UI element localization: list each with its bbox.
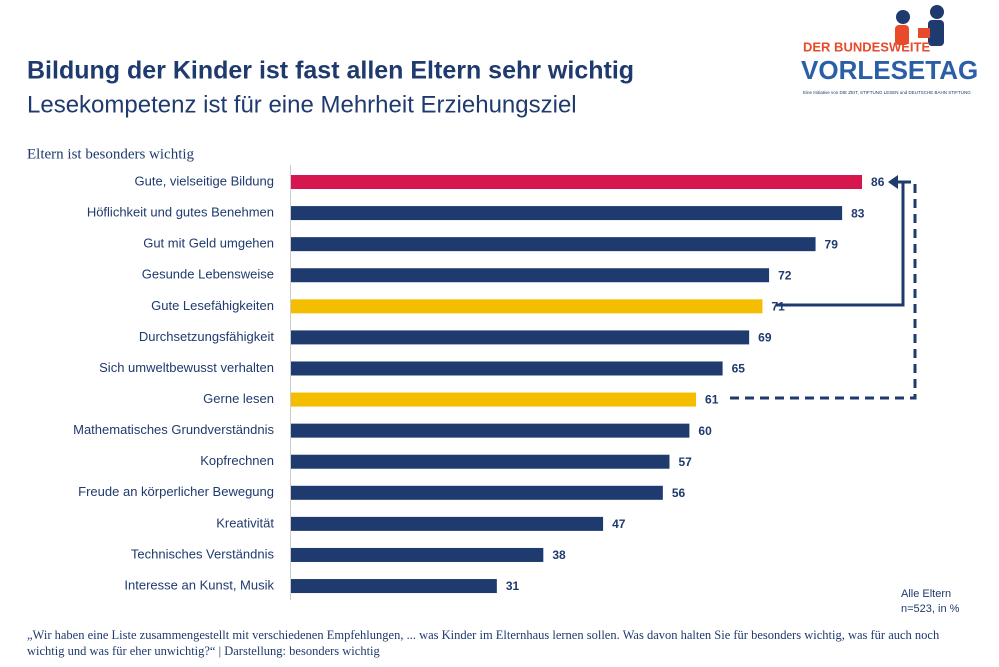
category-label: Kopfrechnen bbox=[200, 453, 274, 468]
bar bbox=[291, 516, 604, 531]
axis-title: Eltern ist besonders wichtig bbox=[27, 146, 195, 162]
value-label: 31 bbox=[506, 579, 520, 593]
logo-line2: VORLESETAG bbox=[801, 55, 978, 85]
category-label: Kreativität bbox=[216, 515, 274, 530]
value-label: 47 bbox=[612, 517, 626, 531]
category-label: Technisches Verständnis bbox=[131, 546, 275, 561]
value-label: 83 bbox=[851, 206, 865, 220]
bar bbox=[291, 454, 670, 469]
bar bbox=[291, 392, 697, 407]
bar bbox=[291, 361, 723, 376]
logo-tagline: Eine Initiative von DIE ZEIT, STIFTUNG L… bbox=[803, 90, 971, 95]
category-label: Gute Lesefähigkeiten bbox=[151, 298, 274, 313]
arrow-dashed bbox=[730, 180, 917, 400]
bar bbox=[291, 268, 770, 283]
bar bbox=[291, 330, 750, 345]
value-label: 71 bbox=[771, 299, 785, 313]
value-label: 72 bbox=[778, 268, 792, 282]
logo-body bbox=[895, 25, 909, 45]
value-label: 56 bbox=[672, 486, 686, 500]
value-label: 61 bbox=[705, 393, 719, 407]
value-label: 57 bbox=[678, 455, 692, 469]
category-label: Freude an körperlicher Bewegung bbox=[78, 484, 274, 499]
value-label: 69 bbox=[758, 331, 772, 345]
arrow-solid bbox=[776, 180, 905, 307]
bar bbox=[291, 547, 544, 562]
bar bbox=[291, 579, 497, 594]
base-note: Alle Eltern bbox=[901, 588, 951, 600]
arrow-head bbox=[888, 175, 898, 189]
category-label: Durchsetzungsfähigkeit bbox=[139, 329, 275, 344]
category-label: Höflichkeit und gutes Benehmen bbox=[87, 205, 274, 220]
chart-title: Bildung der Kinder ist fast allen Eltern… bbox=[27, 57, 634, 85]
category-label: Interesse an Kunst, Musik bbox=[124, 577, 274, 592]
logo-book bbox=[918, 28, 930, 38]
value-label: 86 bbox=[871, 175, 885, 189]
base-note: n=523, in % bbox=[901, 603, 960, 615]
bar bbox=[291, 237, 816, 252]
category-label: Mathematisches Grundverständnis bbox=[73, 422, 274, 437]
logo-body bbox=[928, 20, 944, 46]
bar bbox=[291, 485, 663, 500]
bar bbox=[291, 299, 763, 314]
category-label: Sich umweltbewusst verhalten bbox=[99, 360, 274, 375]
bar bbox=[291, 206, 843, 221]
category-label: Gerne lesen bbox=[203, 391, 274, 406]
bar bbox=[291, 175, 863, 189]
value-label: 65 bbox=[732, 362, 746, 376]
logo: DER BUNDESWEITE VORLESETAG Eine Initiati… bbox=[801, 5, 978, 95]
logo-head bbox=[896, 10, 910, 24]
value-label: 60 bbox=[698, 424, 712, 438]
category-label: Gut mit Geld umgehen bbox=[143, 236, 274, 251]
logo-head bbox=[930, 5, 944, 19]
category-label: Gesunde Lebensweise bbox=[142, 267, 274, 282]
bar bbox=[291, 423, 690, 438]
category-label: Gute, vielseitige Bildung bbox=[135, 173, 274, 188]
logo-line1: DER BUNDESWEITE bbox=[803, 39, 930, 54]
chart-subtitle: Lesekompetenz ist für eine Mehrheit Erzi… bbox=[27, 91, 577, 118]
footnote: „Wir haben eine Liste zusammengestellt m… bbox=[27, 628, 940, 658]
value-label: 79 bbox=[825, 237, 839, 251]
value-label: 38 bbox=[552, 548, 566, 562]
